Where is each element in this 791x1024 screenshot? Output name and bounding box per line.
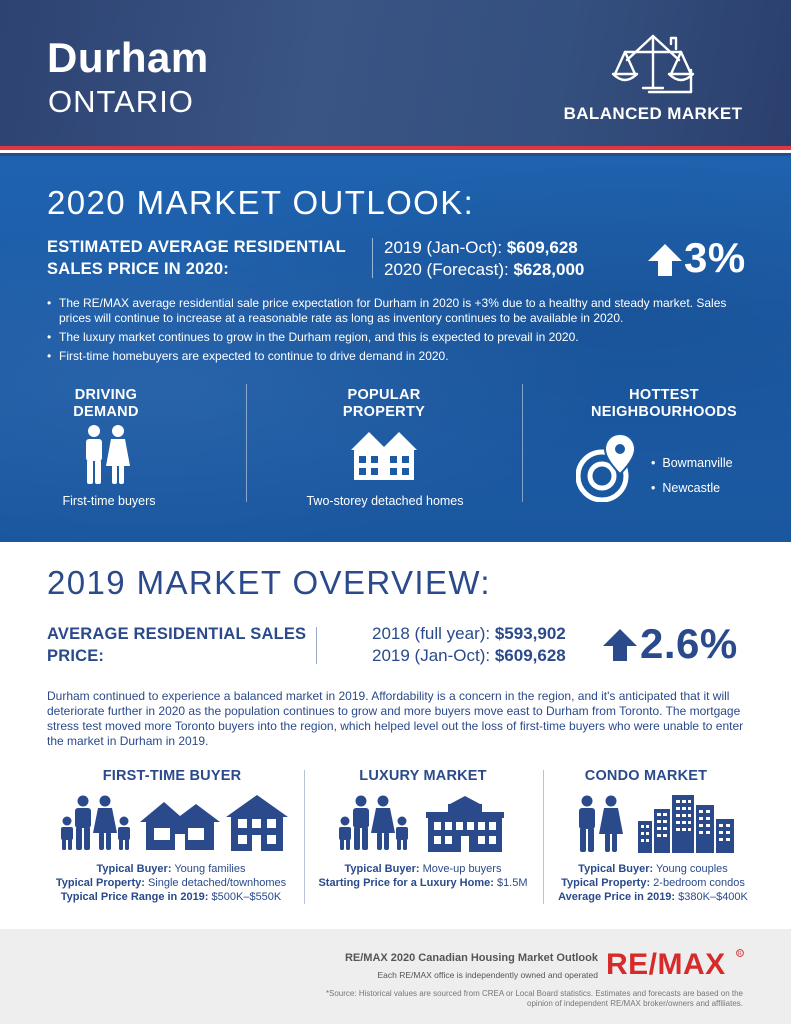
- luxury-market-details: Typical Buyer: Move-up buyers Starting P…: [312, 862, 534, 890]
- detail-value: Young couples: [653, 863, 728, 875]
- couple-icon: [86, 425, 130, 484]
- couple-icon: [579, 795, 623, 852]
- detail-label: Typical Buyer:: [578, 863, 654, 875]
- overview-row-2018: 2018 (full year): $593,902: [372, 624, 566, 644]
- estimate-row-2020: 2020 (Forecast): $628,000: [384, 260, 584, 280]
- estimate-row-2019: 2019 (Jan-Oct): $609,628: [384, 238, 578, 258]
- driving-demand-heading: DRIVING DEMAND: [73, 387, 139, 420]
- market-status-badge: BALANCED MARKET: [563, 104, 743, 123]
- footer-source-note: *Source: Historical values are sourced f…: [325, 989, 743, 1008]
- condo-market-details: Typical Buyer: Young couples Typical Pro…: [550, 862, 756, 904]
- overview-row-2019-label: 2019 (Jan-Oct):: [372, 646, 495, 665]
- header-background: [0, 0, 791, 146]
- outlook-bullet: The luxury market continues to grow in t…: [47, 330, 759, 345]
- house-icon: [351, 432, 417, 480]
- divider-stripe-blue: [0, 153, 791, 156]
- estimate-row-2019-value: $609,628: [506, 238, 578, 257]
- segment-divider: [304, 770, 305, 904]
- detail-label: Typical Buyer:: [96, 863, 172, 875]
- outlook-bullet: First-time homebuyers are expected to co…: [47, 349, 759, 364]
- overview-title: 2019 MARKET OVERVIEW:: [47, 564, 491, 601]
- two-storey-house-icon: [226, 795, 288, 851]
- detail-line: Typical Property: 2-bedroom condos: [550, 876, 756, 890]
- outlook-bullet: The RE/MAX average residential sale pric…: [47, 296, 759, 326]
- detail-label: Typical Property:: [561, 877, 651, 889]
- detail-value: $500K–$550K: [208, 891, 282, 903]
- arrow-up-icon: [648, 244, 682, 276]
- footer-independence-note: Each RE/MAX office is independently owne…: [377, 970, 598, 980]
- neighbourhood-item: Newcastle: [651, 481, 733, 495]
- hottest-neighbourhoods-list: Bowmanville Newcastle: [651, 456, 733, 506]
- detail-line: Typical Buyer: Move-up buyers: [312, 862, 534, 876]
- detail-line: Typical Buyer: Young couples: [550, 862, 756, 876]
- estimate-row-2019-label: 2019 (Jan-Oct):: [384, 238, 507, 257]
- detail-line: Average Price in 2019: $380K–$400K: [550, 890, 756, 904]
- popular-property-caption: Two-storey detached homes: [306, 494, 464, 508]
- detail-value: Single detached/townhomes: [144, 877, 287, 889]
- city-title: Durham: [47, 34, 209, 81]
- arrow-up-icon: [603, 629, 637, 661]
- footer-title: RE/MAX 2020 Canadian Housing Market Outl…: [344, 952, 598, 964]
- condo-buildings-icon: [638, 795, 734, 853]
- driving-demand-caption: First-time buyers: [62, 494, 156, 508]
- detail-label: Starting Price for a Luxury Home:: [318, 877, 494, 889]
- svg-text:R: R: [738, 951, 742, 957]
- overview-paragraph: Durham continued to experience a balance…: [47, 689, 744, 748]
- remax-logo: RE/MAX R: [606, 948, 744, 981]
- family-icon: [339, 795, 408, 850]
- large-house-icon: [426, 796, 504, 852]
- overview-change-percent: 2.6%: [640, 620, 738, 667]
- outlook-title: 2020 MARKET OUTLOOK:: [47, 184, 475, 221]
- detail-value: $1.5M: [493, 877, 528, 889]
- overview-row-2018-value: $593,902: [494, 624, 566, 643]
- overview-row-2019: 2019 (Jan-Oct): $609,628: [372, 646, 566, 666]
- column-divider: [246, 384, 247, 502]
- first-time-buyer-heading: FIRST-TIME BUYER: [102, 768, 242, 784]
- estimate-row-2020-value: $628,000: [513, 260, 585, 279]
- overview-row-2019-value: $609,628: [494, 646, 566, 665]
- overview-row-2018-label: 2018 (full year):: [372, 624, 495, 643]
- average-price-label: AVERAGE RESIDENTIAL SALES PRICE:: [47, 625, 307, 665]
- divider-stripe-white: [0, 150, 791, 153]
- hottest-neighbourhoods-heading: HOTTEST NEIGHBOURHOODS: [591, 387, 737, 420]
- estimate-divider: [372, 238, 373, 278]
- segment-divider: [543, 770, 544, 904]
- detail-line: Typical Buyer: Young families: [32, 862, 310, 876]
- estimate-row-2020-label: 2020 (Forecast):: [384, 260, 514, 279]
- average-price-divider: [316, 627, 317, 664]
- header: Durham ONTARIO BALANCED MARKET: [0, 0, 791, 146]
- first-time-buyer-details: Typical Buyer: Young families Typical Pr…: [32, 862, 310, 904]
- outlook-bullet-list: The RE/MAX average residential sale pric…: [47, 296, 759, 368]
- luxury-market-heading: LUXURY MARKET: [359, 768, 487, 784]
- detail-value: Young families: [171, 863, 246, 875]
- detail-line: Starting Price for a Luxury Home: $1.5M: [312, 876, 534, 890]
- condo-market-heading: CONDO MARKET: [584, 768, 708, 784]
- remax-logo-text: RE/MAX: [606, 948, 726, 981]
- divider-stripe-red: [0, 146, 791, 150]
- detail-line: Typical Price Range in 2019: $500K–$550K: [32, 890, 310, 904]
- detail-label: Typical Property:: [55, 877, 145, 889]
- footer: RE/MAX 2020 Canadian Housing Market Outl…: [0, 929, 791, 1024]
- detail-label: Typical Price Range in 2019:: [60, 891, 209, 903]
- outlook-change-percent: 3%: [684, 234, 746, 281]
- detail-value: $380K–$400K: [675, 891, 748, 903]
- province-subtitle: ONTARIO: [48, 84, 194, 119]
- detail-line: Typical Property: Single detached/townho…: [32, 876, 310, 890]
- bungalow-icon: [140, 802, 220, 850]
- outlook-section: 2020 MARKET OUTLOOK: ESTIMATED AVERAGE R…: [0, 156, 791, 542]
- detail-label: Typical Buyer:: [344, 863, 420, 875]
- map-pin-target-icon: [576, 432, 637, 502]
- popular-property-heading: POPULAR PROPERTY: [342, 387, 426, 420]
- detail-label: Average Price in 2019:: [558, 891, 676, 903]
- detail-value: 2-bedroom condos: [650, 877, 745, 889]
- neighbourhood-item: Bowmanville: [651, 456, 732, 470]
- estimate-label: ESTIMATED AVERAGE RESIDENTIAL SALES PRIC…: [47, 238, 346, 278]
- family-icon: [61, 795, 130, 850]
- detail-value: Move-up buyers: [419, 863, 502, 875]
- column-divider: [522, 384, 523, 502]
- balance-scale-house-icon: [611, 34, 695, 94]
